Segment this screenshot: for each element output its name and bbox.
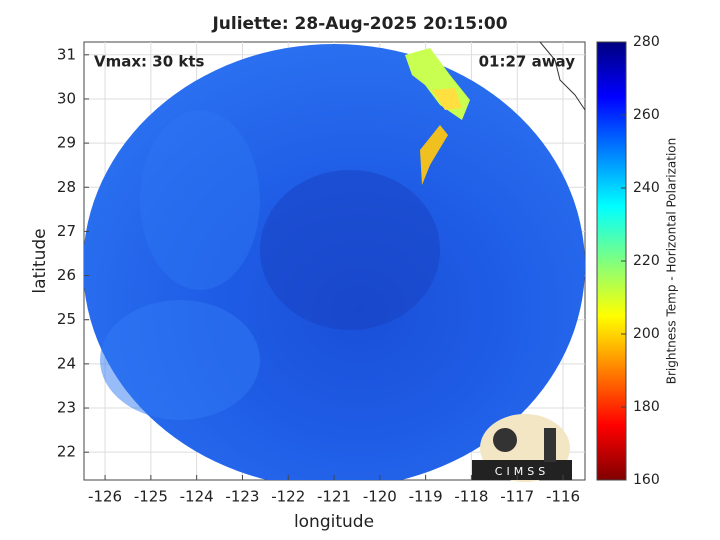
x-tick-label: -125: [134, 488, 168, 506]
chart-title: Juliette: 28-Aug-2025 20:15:00: [211, 14, 507, 34]
colorbar-tick-label: 220: [633, 253, 660, 269]
x-tick-label: -116: [546, 488, 580, 506]
x-tick-label: -124: [180, 488, 214, 506]
colorbar-label: Brightness Temp - Horizontal Polarizatio…: [665, 138, 679, 385]
satellite-swath: [84, 42, 585, 480]
x-axis-label: longitude: [294, 512, 374, 532]
y-axis-label: latitude: [30, 228, 50, 293]
x-tick-label: -122: [271, 488, 305, 506]
annotation: 01:27 away: [479, 53, 576, 71]
colorbar-tick-label: 180: [633, 399, 660, 415]
colorbar-tick-label: 200: [633, 326, 660, 342]
y-tick-label: 29: [57, 134, 76, 152]
y-tick-label: 26: [57, 266, 76, 284]
colorbar-tick-label: 280: [633, 34, 660, 50]
logo-text: CIMSS: [495, 465, 549, 478]
x-tick-label: -120: [363, 488, 397, 506]
x-tick-label: -118: [454, 488, 488, 506]
y-tick-label: 28: [57, 178, 76, 196]
x-tick-label: -123: [225, 488, 259, 506]
y-tick-label: 31: [57, 45, 76, 63]
annotation: Vmax: 30 kts: [94, 53, 204, 71]
y-tick-label: 30: [57, 89, 76, 107]
colorbar-tick-label: 160: [633, 472, 660, 488]
x-tick-label: -117: [500, 488, 534, 506]
colorbar-tick-label: 240: [633, 180, 660, 196]
y-tick-label: 22: [57, 443, 76, 461]
x-tick-label: -126: [88, 488, 122, 506]
colorbar-tick-label: 260: [633, 107, 660, 123]
y-tick-label: 25: [57, 310, 76, 328]
y-tick-label: 24: [57, 354, 76, 372]
y-tick-label: 23: [57, 399, 76, 417]
logo: CIMSS: [472, 414, 572, 482]
x-tick-label: -119: [409, 488, 443, 506]
y-tick-label: 27: [57, 222, 76, 240]
x-tick-label: -121: [317, 488, 351, 506]
